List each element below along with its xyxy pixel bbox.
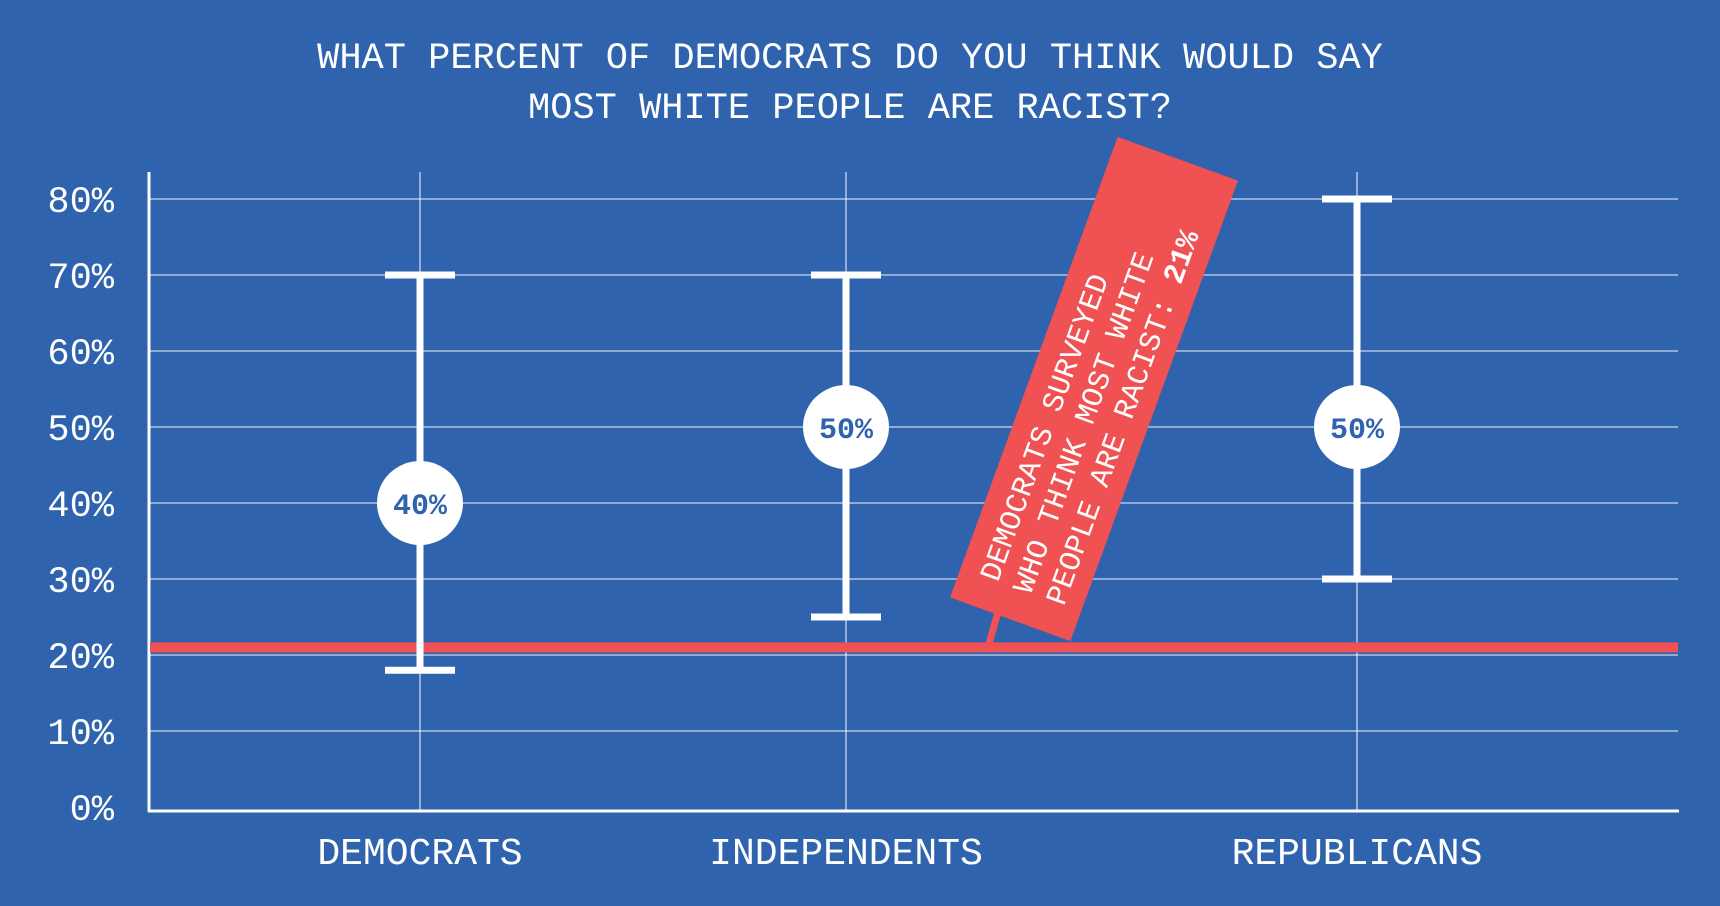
center-marker	[1314, 385, 1400, 469]
y-tick-label: 50%	[47, 410, 114, 452]
x-category-label: REPUBLICANS	[1232, 833, 1483, 876]
center-value-label: 40%	[393, 490, 448, 524]
y-tick-label: 10%	[47, 714, 114, 756]
x-category-label: INDEPENDENTS	[709, 833, 983, 876]
y-tick-label: 40%	[47, 486, 114, 528]
error-bar-republicans: 50%	[1314, 195, 1400, 583]
error-bars: 40% 50% 50%	[377, 195, 1400, 674]
y-axis-ticks: 0% 10% 20% 30% 40% 50% 60% 70% 80%	[47, 182, 114, 832]
center-value-label: 50%	[819, 414, 874, 448]
y-tick-label: 70%	[47, 258, 114, 300]
y-tick-label: 0%	[70, 790, 115, 832]
reference-annotation: DEMOCRATS SURVEYED WHO THINK MOST WHITE …	[950, 136, 1238, 649]
annotation-box	[950, 136, 1238, 642]
error-bar-independents: 50%	[803, 271, 889, 621]
y-tick-label: 30%	[47, 562, 114, 604]
error-bar-democrats: 40%	[377, 271, 463, 674]
annotation-stem	[984, 611, 1002, 649]
center-marker	[803, 385, 889, 469]
chart-title-line-1: WHAT PERCENT OF DEMOCRATS DO YOU THINK W…	[317, 38, 1383, 80]
x-category-label: DEMOCRATS	[317, 833, 522, 876]
chart-title-line-2: MOST WHITE PEOPLE ARE RACIST?	[528, 88, 1172, 130]
y-tick-label: 80%	[47, 182, 114, 224]
center-value-label: 50%	[1330, 414, 1385, 448]
y-tick-label: 60%	[47, 334, 114, 376]
center-marker	[377, 461, 463, 545]
y-tick-label: 20%	[47, 638, 114, 680]
x-axis-labels: DEMOCRATS INDEPENDENTS REPUBLICANS	[317, 833, 1482, 876]
